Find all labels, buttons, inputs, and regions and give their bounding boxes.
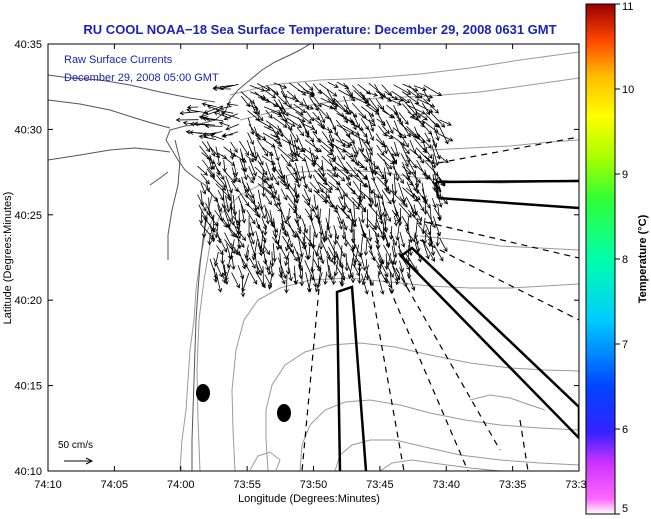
contour-line bbox=[239, 77, 579, 121]
contour-line bbox=[299, 399, 579, 471]
coastline bbox=[48, 44, 311, 471]
current-vector-arrows bbox=[175, 81, 454, 298]
contour-line bbox=[249, 451, 281, 471]
contour-line bbox=[229, 51, 579, 96]
shipping-lanes bbox=[301, 136, 579, 471]
lane-solid-box bbox=[335, 285, 368, 471]
lane-dashed-line bbox=[437, 136, 579, 164]
lane-dashed-line bbox=[424, 221, 579, 259]
lane-solid-box bbox=[434, 179, 579, 210]
x-tick-label: 73:45 bbox=[366, 479, 394, 491]
colorbar-tick-label: 9 bbox=[622, 169, 628, 181]
y-tick-label: 40:35 bbox=[14, 39, 42, 51]
lane-dashed-line bbox=[384, 277, 469, 471]
x-axis-label: Longitude (Degrees:Minutes) bbox=[238, 493, 380, 505]
coastline-path bbox=[149, 171, 169, 186]
coastline-path bbox=[48, 147, 171, 161]
coastline-path bbox=[167, 139, 181, 260]
coastline-path bbox=[48, 74, 216, 103]
contour-line bbox=[419, 235, 579, 251]
subtitle-line-1: Raw Surface Currents bbox=[64, 54, 173, 66]
y-axis-label: Latitude (Degrees:Minutes) bbox=[2, 192, 14, 325]
contour-line bbox=[265, 342, 579, 471]
scale-arrow bbox=[64, 457, 94, 465]
lane-solid-box bbox=[399, 246, 579, 440]
contour-line bbox=[334, 439, 579, 471]
x-tick-label: 74:10 bbox=[34, 479, 62, 491]
lane-dashed-line bbox=[369, 279, 405, 471]
x-tick-label: 74:00 bbox=[167, 479, 195, 491]
contour-line bbox=[429, 139, 579, 151]
lane-dashed-line bbox=[519, 419, 529, 471]
x-tick-label: 74:05 bbox=[101, 479, 129, 491]
surface-current-vectors bbox=[175, 81, 454, 298]
subtitle-line-2: December 29, 2008 05:00 GMT bbox=[64, 72, 219, 84]
y-tick-label: 40:30 bbox=[14, 124, 42, 136]
contour-line bbox=[231, 277, 579, 471]
x-tick-label: 73:55 bbox=[233, 479, 261, 491]
colorbar-tick-label: 8 bbox=[622, 254, 628, 266]
y-tick-label: 40:15 bbox=[14, 381, 42, 393]
chart-title: RU COOL NOAA−18 Sea Surface Temperature:… bbox=[83, 22, 556, 37]
colorbar-tick-label: 10 bbox=[622, 84, 634, 96]
coastline-path bbox=[48, 99, 171, 129]
x-axis: 74:10 74:05 74:00 73:55 73:50 73:45 73:40 73:35… bbox=[34, 44, 593, 491]
colorbar-ticks: 5 6 7 8 9 10 11 bbox=[615, 1, 634, 515]
x-tick-label: 73:35 bbox=[499, 479, 527, 491]
colorbar-label: Temperature (°C) bbox=[637, 214, 649, 303]
buoy-marker bbox=[277, 404, 291, 422]
colorbar-tick-label: 7 bbox=[622, 339, 628, 351]
y-tick-label: 40:10 bbox=[14, 466, 42, 478]
lane-dashed-line bbox=[395, 267, 501, 451]
colorbar bbox=[585, 3, 616, 515]
y-tick-label: 40:20 bbox=[14, 295, 42, 307]
y-axis: 40:35 40:30 40:25 40:20 40:15 40:10 bbox=[14, 39, 579, 478]
colorbar-tick-label: 11 bbox=[622, 1, 633, 13]
lane-dashed-line bbox=[419, 239, 579, 321]
x-tick-label: 73:40 bbox=[432, 479, 460, 491]
y-tick-label: 40:25 bbox=[14, 210, 42, 222]
coastline-path bbox=[165, 44, 311, 471]
lane-dashed-line bbox=[301, 277, 321, 471]
contour-line bbox=[379, 459, 501, 471]
contour-line bbox=[179, 214, 216, 471]
contour-line bbox=[469, 394, 546, 411]
scale-label: 50 cm/s bbox=[58, 440, 93, 451]
x-tick-label: 73:50 bbox=[300, 479, 328, 491]
colorbar-tick-label: 5 bbox=[622, 503, 628, 515]
colorbar-tick-label: 6 bbox=[622, 424, 628, 436]
buoy-marker bbox=[196, 384, 210, 402]
bathymetry-contours bbox=[179, 51, 579, 471]
